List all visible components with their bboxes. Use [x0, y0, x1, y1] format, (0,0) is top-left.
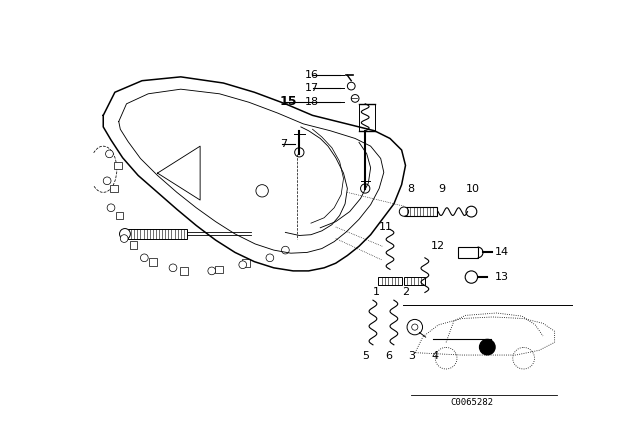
Text: 14: 14: [495, 247, 509, 258]
Bar: [110, 185, 118, 192]
Circle shape: [351, 95, 359, 102]
Text: 11: 11: [378, 222, 392, 232]
Text: 4: 4: [431, 351, 438, 361]
Circle shape: [107, 204, 115, 211]
Text: 8: 8: [408, 184, 415, 194]
Circle shape: [106, 150, 113, 158]
Text: 10: 10: [466, 184, 480, 194]
Bar: [129, 241, 138, 249]
Circle shape: [294, 148, 304, 157]
Text: 13: 13: [495, 272, 509, 282]
Bar: [180, 267, 188, 275]
Circle shape: [140, 254, 148, 262]
Bar: [242, 259, 250, 267]
Circle shape: [208, 267, 216, 275]
Circle shape: [103, 177, 111, 185]
Text: 18: 18: [305, 96, 319, 107]
Circle shape: [348, 82, 355, 90]
Circle shape: [465, 271, 477, 283]
Circle shape: [169, 264, 177, 271]
Bar: [458, 247, 477, 258]
Circle shape: [120, 235, 128, 242]
Bar: [116, 211, 124, 220]
Bar: [149, 258, 157, 266]
Circle shape: [239, 261, 246, 269]
Text: 12: 12: [431, 241, 445, 251]
Text: 7: 7: [280, 139, 287, 149]
Circle shape: [466, 206, 477, 217]
Bar: [114, 162, 122, 169]
Circle shape: [282, 246, 289, 254]
Bar: [215, 266, 223, 273]
Text: 3: 3: [408, 351, 415, 361]
Circle shape: [120, 228, 131, 239]
Bar: [404, 207, 436, 216]
Circle shape: [360, 184, 370, 193]
Text: 5: 5: [362, 351, 369, 361]
Bar: [404, 277, 425, 285]
Bar: [378, 277, 402, 285]
Text: 17: 17: [305, 83, 319, 94]
Text: C0065282: C0065282: [451, 398, 493, 407]
Text: 9: 9: [438, 184, 445, 194]
Text: 16: 16: [305, 70, 319, 80]
Circle shape: [479, 340, 495, 355]
Text: 6: 6: [385, 351, 392, 361]
Text: 15: 15: [280, 95, 298, 108]
Bar: [128, 228, 187, 239]
Circle shape: [399, 207, 408, 216]
Circle shape: [266, 254, 274, 262]
Text: 1: 1: [372, 288, 380, 297]
Text: 2: 2: [402, 288, 409, 297]
